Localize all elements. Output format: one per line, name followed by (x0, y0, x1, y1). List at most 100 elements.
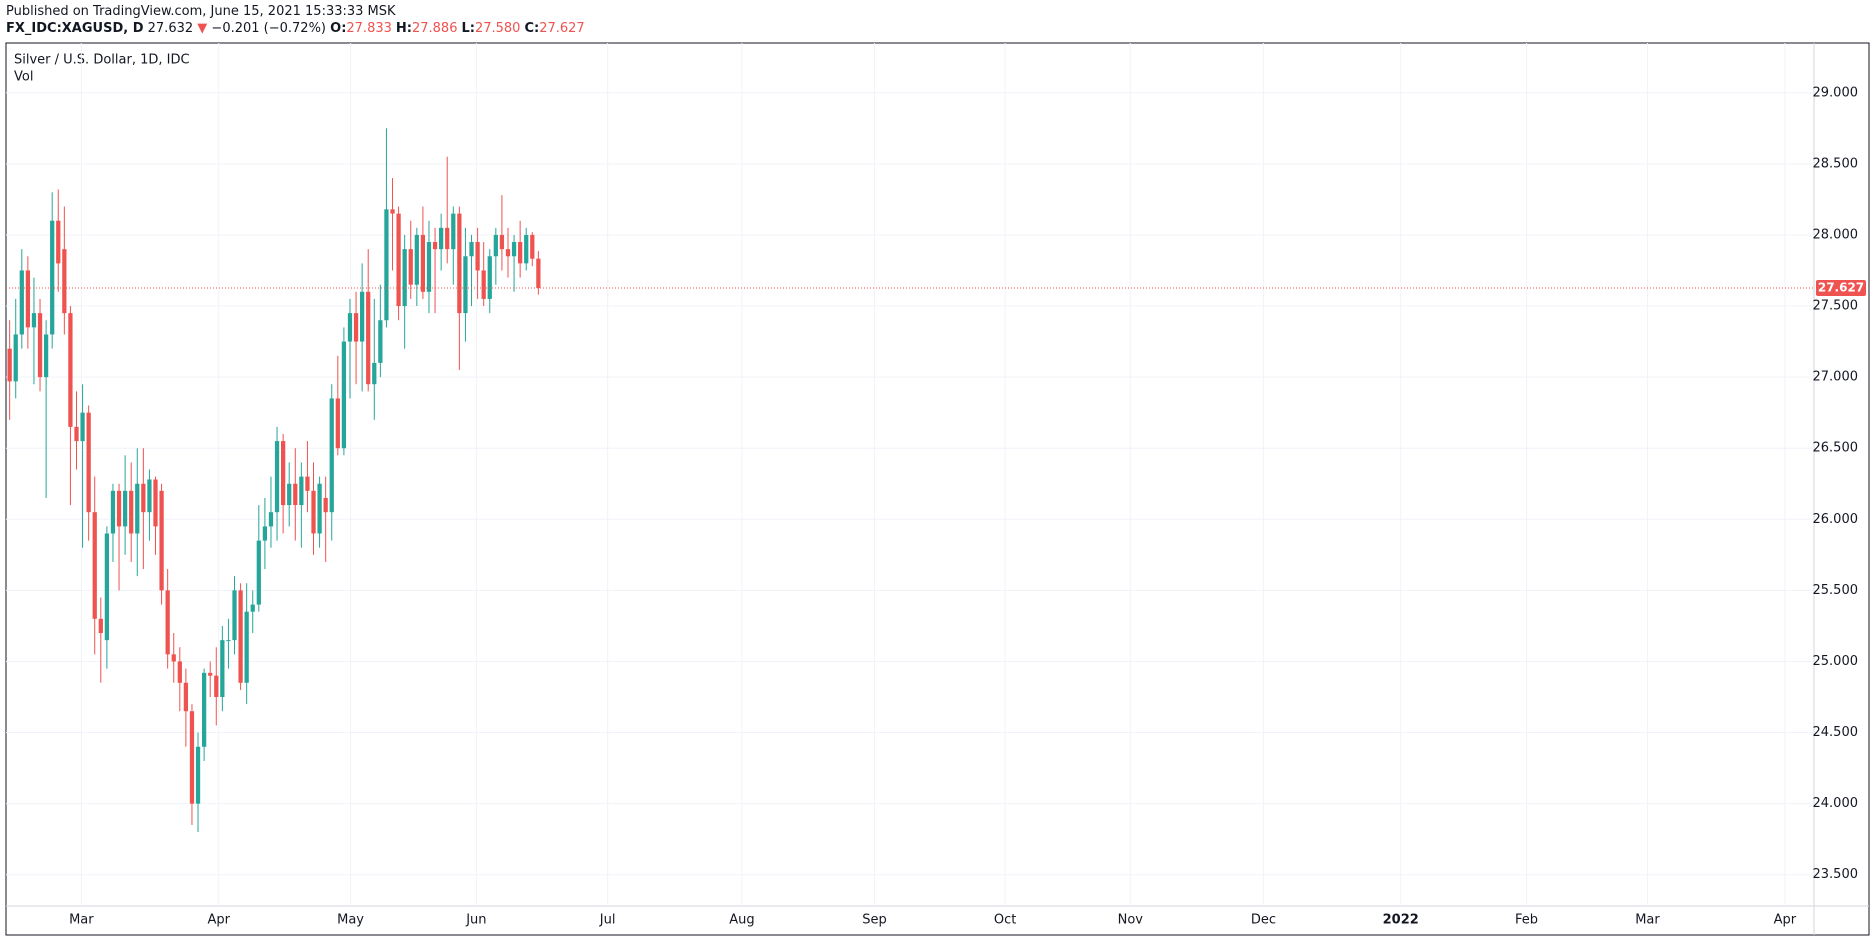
candle-body (402, 249, 407, 307)
candle-body (226, 640, 231, 642)
x-tick-label: Jun (465, 913, 486, 928)
candle-body (256, 540, 261, 605)
candle-body (493, 234, 498, 257)
ohlc-label: C: (524, 21, 540, 36)
last-price-tag (1816, 279, 1866, 296)
candle-body (451, 213, 456, 250)
y-tick-label: 24.500 (1813, 725, 1859, 740)
down-arrow: ▼ (197, 21, 208, 36)
y-tick-label: 29.000 (1813, 85, 1859, 100)
candle-body (299, 476, 304, 506)
y-tick-label: 27.500 (1813, 299, 1859, 314)
candle-body (110, 490, 116, 534)
candle-body (511, 242, 517, 257)
candle-body (396, 213, 401, 307)
candle-body (293, 483, 298, 506)
candle-body (165, 590, 170, 655)
candle-body (74, 426, 79, 442)
candle-body (341, 341, 347, 449)
candle-body (68, 313, 73, 427)
candle-body (50, 220, 55, 335)
ohlc: O:27.833 H:27.886 L:27.580 C:27.627 (330, 21, 589, 36)
symbol: FX_IDC:XAGUSD, D (6, 21, 144, 36)
candle-body (481, 270, 486, 299)
candle-body (135, 483, 140, 534)
candle-body (19, 270, 24, 335)
y-tick-label: 26.500 (1813, 441, 1859, 456)
candle-body (390, 209, 395, 214)
candle-body (487, 256, 492, 299)
candle-body (305, 476, 310, 491)
candle-body (183, 682, 189, 712)
y-tick-label: 25.000 (1813, 654, 1859, 669)
change: −0.201 (−0.72%) (211, 21, 326, 36)
candle-body (43, 334, 49, 378)
candle-body (262, 526, 268, 541)
x-tick-label: Jul (599, 913, 616, 928)
candle-body (147, 479, 152, 513)
candle-body (414, 234, 419, 285)
candle-body (323, 497, 328, 513)
candle-body (499, 234, 505, 250)
x-tick-label: Sep (862, 913, 887, 928)
y-tick-label: 23.500 (1813, 867, 1859, 882)
candle-body (439, 227, 444, 250)
candle-body (116, 490, 122, 527)
candle-body (432, 242, 438, 250)
candle-body (311, 490, 316, 534)
candle-body (469, 242, 474, 257)
candle-body (426, 242, 432, 292)
candle-body (220, 640, 225, 698)
x-tick-label: Oct (994, 913, 1016, 928)
x-tick-label: Feb (1515, 913, 1538, 928)
candle-body (153, 479, 158, 527)
x-tick-label: Dec (1251, 913, 1276, 928)
ohlc-label: L: (461, 21, 475, 36)
candle-body (366, 291, 371, 385)
candle-body (129, 490, 134, 534)
candle-body (25, 270, 31, 328)
candle-body (244, 611, 249, 683)
candle-body (317, 483, 322, 534)
candle-body (104, 533, 110, 641)
candle-body (208, 672, 213, 676)
y-tick-label: 28.500 (1813, 156, 1859, 171)
candle-body (457, 213, 462, 314)
x-tick-label: Mar (69, 913, 94, 928)
candle-body (524, 234, 529, 264)
candle-body (238, 590, 243, 683)
symbol-bar: FX_IDC:XAGUSD, D 27.632 ▼ −0.201 (−0.72%… (6, 21, 589, 36)
last-price-label: 27.627 (1818, 280, 1864, 294)
candle-body (86, 412, 91, 513)
candle-body (518, 242, 523, 264)
candle-body (7, 348, 12, 382)
candle-body (384, 209, 389, 321)
candle-body (98, 618, 103, 634)
candle-body (530, 234, 535, 259)
y-tick-label: 25.500 (1813, 583, 1859, 598)
x-tick-label: 2022 (1383, 913, 1419, 928)
candle-body (195, 746, 201, 804)
candle-body (408, 249, 413, 285)
y-tick-label: 27.000 (1813, 370, 1859, 385)
candle-body (250, 604, 255, 612)
candle-body (329, 398, 334, 513)
candle-body (505, 249, 511, 257)
ohlc-label: H: (395, 21, 412, 36)
candle-body (335, 398, 340, 449)
candle-body (177, 661, 182, 683)
ohlc-value: 27.833 (346, 21, 392, 36)
last-price: 27.632 (147, 21, 194, 36)
candle-body (274, 441, 280, 513)
ohlc-value: 27.580 (474, 21, 521, 36)
x-tick-label: May (337, 913, 364, 928)
candle-body (214, 675, 219, 698)
candle-body (56, 220, 61, 264)
candle-body (189, 711, 195, 804)
candle-body (171, 654, 176, 662)
candle-body (232, 590, 237, 641)
candle-body (280, 441, 286, 506)
candle-body (159, 490, 164, 591)
